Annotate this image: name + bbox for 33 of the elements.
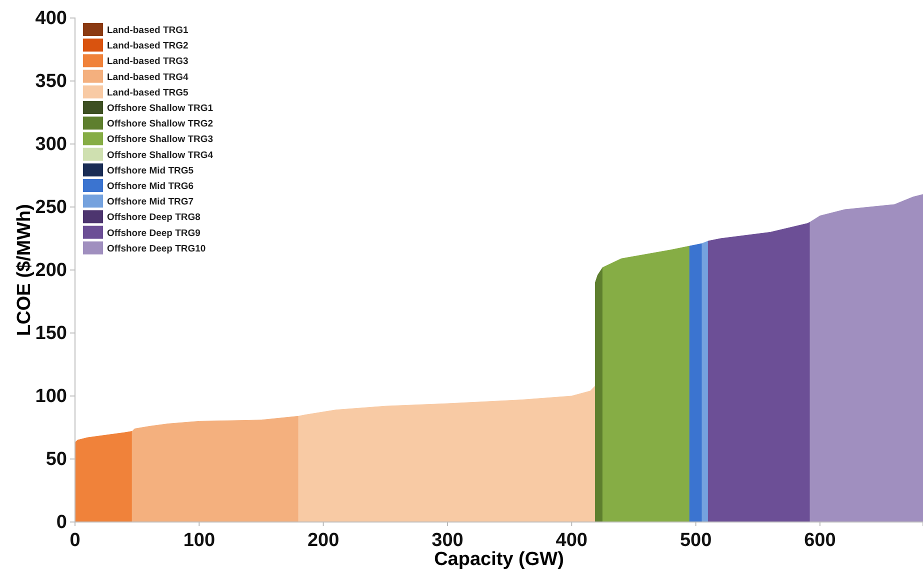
x-tick-label: 200 bbox=[307, 530, 340, 552]
legend-label: Offshore Deep TRG8 bbox=[107, 212, 200, 224]
x-tick-label: 300 bbox=[432, 530, 464, 552]
legend-label: Offshore Mid TRG7 bbox=[107, 196, 194, 208]
y-tick-label: 250 bbox=[35, 197, 67, 218]
legend-label: Offshore Mid TRG5 bbox=[107, 165, 194, 176]
y-tick-label: 50 bbox=[46, 449, 67, 470]
y-tick-label: 200 bbox=[35, 260, 67, 282]
y-tick-label: 350 bbox=[35, 71, 67, 92]
legend-label: Offshore Mid TRG6 bbox=[107, 181, 194, 192]
legend-label: Offshore Shallow TRG1 bbox=[107, 103, 214, 114]
y-axis-title: LCOE ($/MWh) bbox=[14, 204, 35, 336]
x-tick-label: 100 bbox=[183, 530, 216, 552]
legend-label: Land-based TRG4 bbox=[107, 72, 190, 83]
y-tick-label: 300 bbox=[35, 134, 67, 156]
legend-label: Land-based TRG1 bbox=[107, 25, 190, 36]
y-tick-label: 0 bbox=[56, 512, 67, 534]
x-tick-label: 0 bbox=[70, 530, 80, 552]
x-axis-title: Capacity (GW) bbox=[434, 549, 564, 570]
legend-label: Offshore Shallow TRG4 bbox=[107, 150, 214, 161]
legend-label: Land-based TRG5 bbox=[107, 87, 190, 98]
legend-label: Offshore Shallow TRG2 bbox=[107, 118, 214, 130]
legend-label: Offshore Deep TRG9 bbox=[107, 228, 200, 239]
legend-label: Land-based TRG2 bbox=[107, 40, 188, 52]
y-tick-label: 400 bbox=[35, 8, 67, 30]
legend-label: Land-based TRG3 bbox=[107, 56, 188, 68]
x-tick-label: 500 bbox=[680, 530, 712, 552]
legend-label: Offshore Deep TRG10 bbox=[107, 243, 206, 254]
legend-label: Offshore Shallow TRG3 bbox=[107, 134, 214, 146]
y-tick-label: 150 bbox=[35, 323, 67, 344]
x-tick-label: 600 bbox=[804, 530, 836, 552]
x-tick-label: 400 bbox=[556, 530, 588, 552]
y-tick-label: 100 bbox=[35, 386, 67, 408]
